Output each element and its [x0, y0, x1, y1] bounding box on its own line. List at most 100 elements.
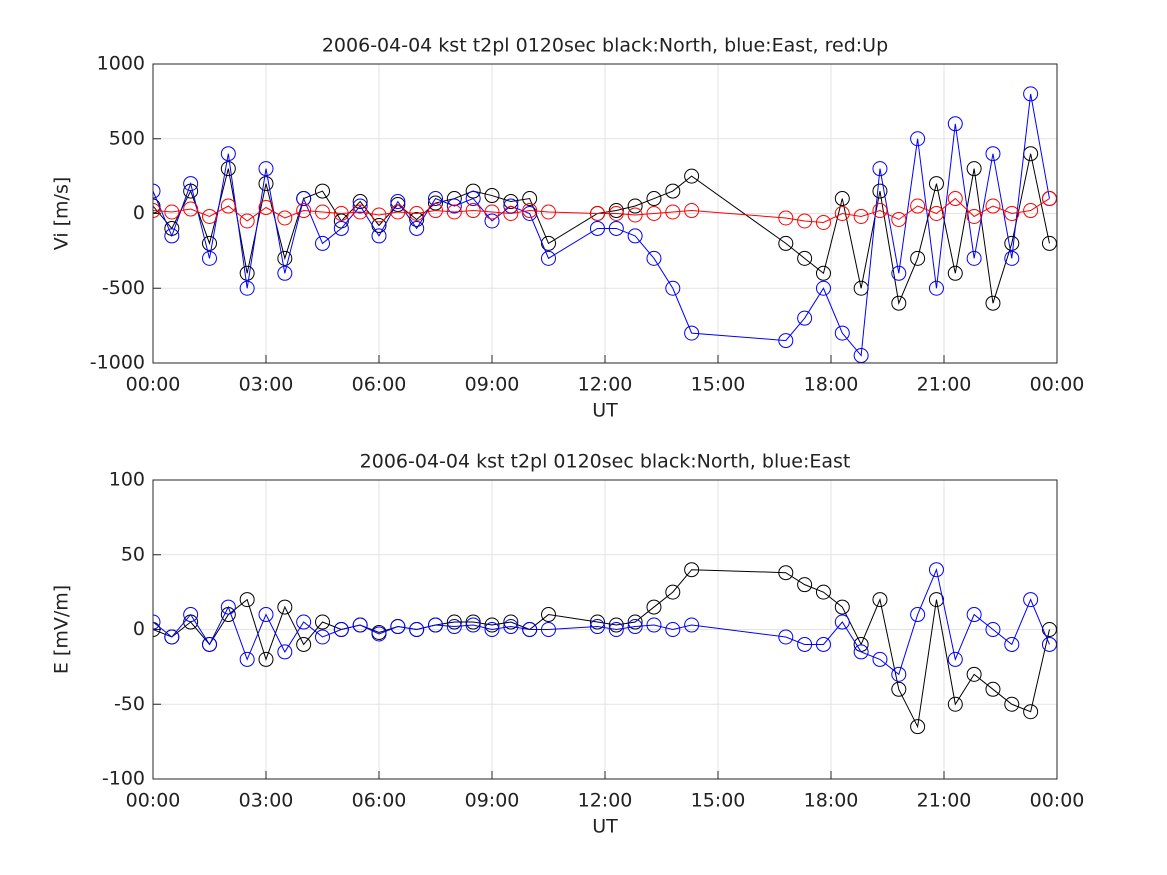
point — [966, 607, 982, 623]
series-line — [153, 569, 1050, 729]
point — [834, 325, 850, 341]
point — [910, 250, 926, 266]
point — [258, 607, 274, 623]
point — [872, 203, 888, 219]
y-tick-label: -50 — [114, 693, 145, 715]
point — [608, 617, 624, 633]
point — [947, 651, 963, 667]
x-tick-label: 06:00 — [352, 374, 407, 396]
y-tick-label: -500 — [102, 277, 145, 299]
point — [1004, 696, 1020, 712]
point — [665, 622, 681, 637]
point — [947, 191, 963, 207]
point — [834, 599, 850, 615]
point — [503, 614, 519, 630]
point — [910, 198, 926, 214]
point — [484, 188, 500, 204]
point — [1023, 86, 1039, 102]
point — [484, 204, 500, 220]
point — [409, 622, 425, 637]
point — [541, 607, 556, 623]
point — [1041, 191, 1057, 207]
point — [966, 208, 982, 224]
point — [484, 622, 500, 637]
point — [646, 599, 662, 615]
point — [315, 183, 330, 199]
point — [258, 200, 274, 216]
point — [202, 636, 217, 652]
point — [778, 235, 794, 251]
point — [315, 614, 330, 630]
point — [296, 636, 312, 652]
point — [834, 614, 850, 630]
point — [797, 636, 813, 652]
point — [778, 629, 794, 645]
x-tick-label: 21:00 — [917, 374, 972, 396]
point — [891, 295, 907, 311]
point — [153, 622, 161, 637]
y-tick-label: 100 — [109, 469, 145, 491]
point — [966, 666, 982, 682]
point — [853, 208, 869, 224]
point — [1004, 206, 1020, 221]
point — [627, 198, 643, 214]
point — [465, 191, 481, 207]
point — [1041, 622, 1057, 637]
point — [333, 206, 349, 221]
point — [220, 198, 236, 214]
point — [815, 280, 831, 296]
point — [646, 617, 662, 633]
chart-title: 2006-04-04 kst t2pl 0120sec black:North,… — [322, 35, 888, 57]
point — [446, 198, 462, 214]
point — [465, 614, 481, 630]
point — [627, 207, 643, 223]
point — [797, 250, 813, 266]
series-line — [153, 153, 1050, 305]
point — [646, 206, 662, 221]
point — [1023, 592, 1039, 608]
point — [503, 206, 519, 221]
point — [608, 622, 624, 637]
point — [371, 207, 387, 223]
point — [778, 210, 794, 226]
point — [352, 617, 368, 633]
point — [665, 280, 681, 296]
point — [239, 651, 255, 667]
x-tick-label: 03:00 — [239, 790, 294, 812]
point — [665, 584, 681, 600]
point — [947, 116, 963, 132]
x-tick-label: 15:00 — [691, 374, 746, 396]
point — [164, 228, 180, 244]
point — [522, 206, 538, 221]
point — [220, 146, 236, 162]
point — [484, 213, 500, 229]
point — [608, 206, 624, 221]
x-tick-label: 18:00 — [804, 374, 859, 396]
point — [428, 203, 443, 219]
point — [1023, 704, 1039, 720]
point — [465, 617, 481, 633]
point — [966, 250, 982, 266]
x-tick-label: 00:00 — [1030, 790, 1085, 812]
point — [352, 194, 368, 210]
point — [985, 295, 1001, 311]
point — [910, 719, 926, 735]
point — [891, 265, 907, 281]
x-tick-label: 12:00 — [578, 374, 633, 396]
point — [390, 194, 406, 210]
point — [891, 666, 907, 682]
x-tick-label: 12:00 — [578, 790, 633, 812]
point — [258, 651, 274, 667]
x-tick-label: 21:00 — [917, 790, 972, 812]
plot-frame — [152, 479, 1058, 780]
point — [1041, 235, 1057, 251]
point — [239, 265, 255, 281]
point — [1004, 235, 1020, 251]
point — [627, 619, 643, 635]
point — [220, 161, 236, 177]
point — [947, 696, 963, 712]
point — [239, 592, 255, 608]
x-tick-label: 09:00 — [465, 374, 520, 396]
